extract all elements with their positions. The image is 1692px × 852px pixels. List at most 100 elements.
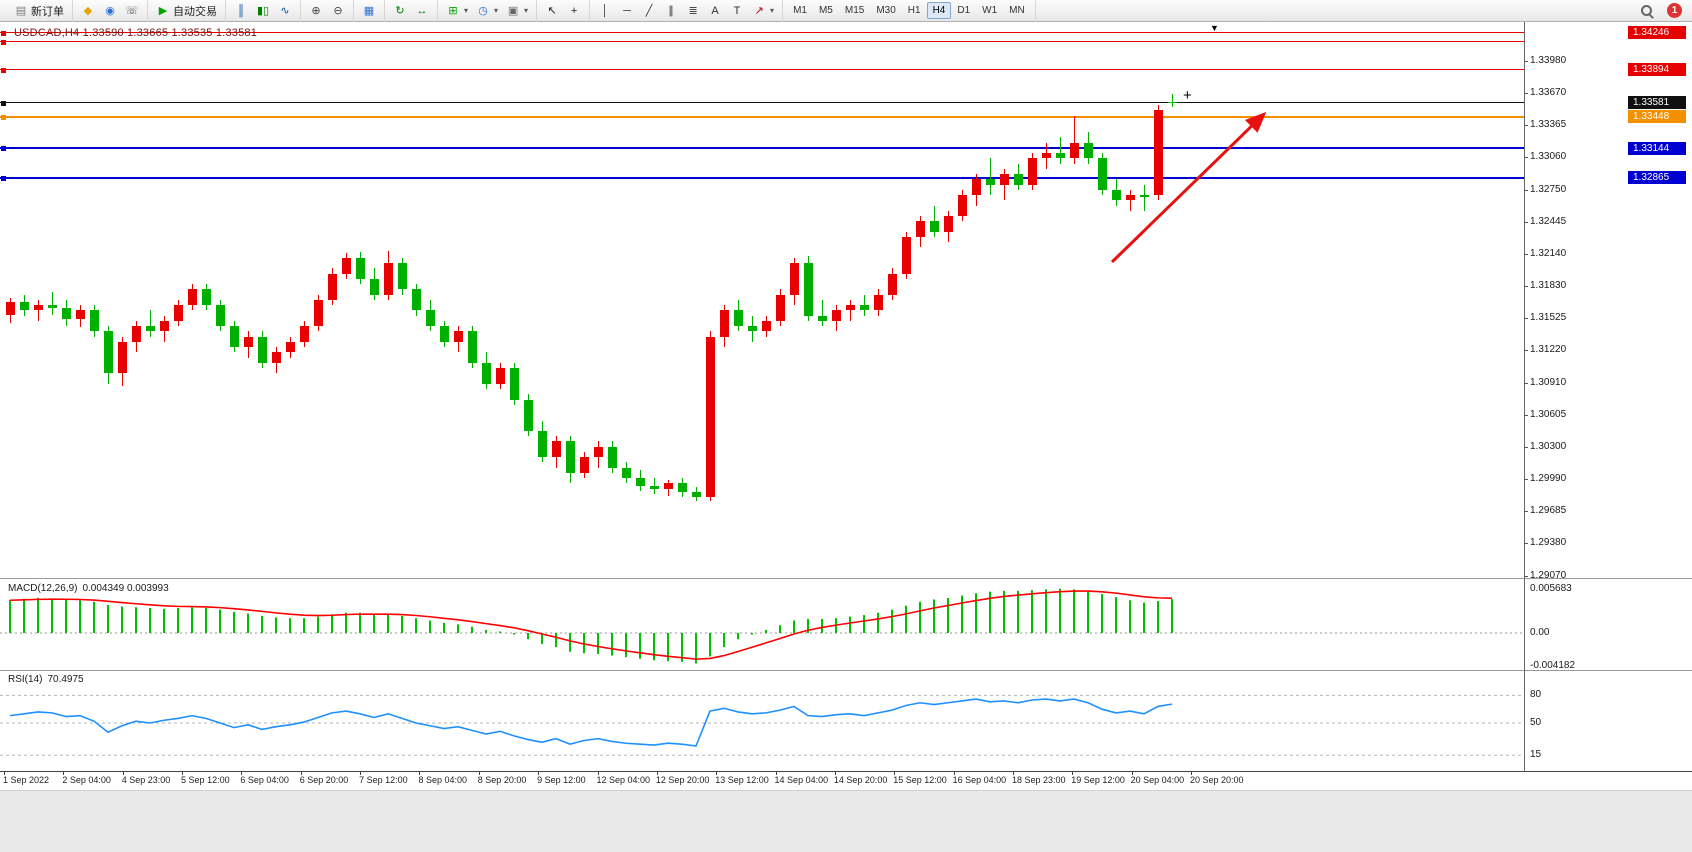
line-left-marker <box>1 100 6 106</box>
time-tick-mark <box>834 772 836 775</box>
templates-button[interactable]: ▣ ▾ <box>502 1 532 21</box>
horizontal-line[interactable] <box>0 102 1524 104</box>
timeframe-button-w1[interactable]: W1 <box>982 5 998 16</box>
new-order-button[interactable]: ▤ 新订单 <box>10 1 68 21</box>
timeframe-button-h1[interactable]: H1 <box>907 5 921 16</box>
bar-chart-button[interactable]: ║ <box>230 1 252 21</box>
price-tick-label: 1.32750 <box>1530 183 1567 195</box>
horizontal-line[interactable] <box>0 176 1524 179</box>
time-axis-label: 12 Sep 04:00 <box>596 775 651 785</box>
price-tick-mark <box>1524 382 1528 384</box>
candle-body <box>958 195 967 216</box>
candle-body <box>1126 195 1135 201</box>
candlestick-chart-button[interactable]: ▮▯ <box>252 1 274 21</box>
arrows-button[interactable]: ↗ ▾ <box>748 1 778 21</box>
timeframe-button-m1[interactable]: M1 <box>793 5 807 16</box>
candle-wick <box>1144 184 1145 211</box>
metaquotes-button[interactable]: ◆ <box>77 1 99 21</box>
candle-body <box>20 302 29 311</box>
time-tick-mark <box>241 772 243 775</box>
auto-scroll-button[interactable]: ↻ <box>389 1 411 21</box>
timeframe-button-m30[interactable]: M30 <box>876 5 896 16</box>
auto-trading-button[interactable]: ▶ 自动交易 <box>152 1 221 21</box>
candle-body <box>930 221 939 232</box>
trendline-button[interactable]: ╱ <box>638 1 660 21</box>
price-tick-mark <box>1524 157 1528 159</box>
price-tick-label: 1.31830 <box>1530 280 1567 292</box>
new-order-button-label: 新订单 <box>31 5 64 18</box>
macd-indicator-label: MACD(12,26,9) 0.004349 0.003993 <box>8 583 174 594</box>
candle-wick <box>822 299 823 327</box>
candle-body <box>48 305 57 309</box>
candle-wick <box>1004 168 1005 201</box>
candle-body <box>454 331 463 342</box>
mouse-crosshair-cursor: + <box>1183 87 1192 104</box>
panel-separator-macd-rsi[interactable] <box>0 670 1692 671</box>
line-left-marker <box>1 30 6 36</box>
clock-icon: ◷ <box>478 4 488 17</box>
horizontal-line[interactable] <box>0 115 1524 118</box>
price-tick-mark <box>1524 60 1528 62</box>
notification-badge[interactable]: 1 <box>1667 3 1682 18</box>
rsi-current-value: 70.4975 <box>47 674 84 685</box>
toolbar-group: ▦ <box>354 0 385 22</box>
candle-body <box>146 326 155 332</box>
time-axis-label: 15 Sep 12:00 <box>893 775 947 785</box>
horizontal-line-button[interactable]: ─ <box>616 1 638 21</box>
fibonacci-button[interactable]: ≣ <box>682 1 704 21</box>
line-left-marker <box>1 175 6 181</box>
price-line-badge: 1.34246 <box>1628 26 1686 40</box>
tile-windows-button[interactable]: ▦ <box>358 1 380 21</box>
rsi-indicator-label: RSI(14) 70.4975 <box>8 674 89 685</box>
time-tick-mark <box>656 772 658 775</box>
candle-body <box>76 310 85 319</box>
horizontal-line[interactable] <box>0 32 1524 34</box>
timeframe-button-mn[interactable]: MN <box>1009 5 1025 16</box>
panel-separator-main-macd[interactable] <box>0 578 1692 579</box>
text-a-icon: A <box>711 4 719 17</box>
chart-shift-marker-icon[interactable]: ▼ <box>1210 23 1219 33</box>
support-button[interactable]: ☏ <box>121 1 143 21</box>
zoom-out-button[interactable]: ⊖ <box>327 1 349 21</box>
vertical-line-button[interactable]: │ <box>594 1 616 21</box>
candle-body <box>734 310 743 327</box>
horizontal-line[interactable] <box>0 41 1524 43</box>
line-chart-button[interactable]: ∿ <box>274 1 296 21</box>
text-label-button[interactable]: T <box>726 1 748 21</box>
price-tick-mark <box>1524 414 1528 416</box>
timeframe-button-h4[interactable]: H4 <box>926 2 952 19</box>
horizontal-line[interactable] <box>0 147 1524 150</box>
zoom-in-button[interactable]: ⊕ <box>305 1 327 21</box>
timeframe-button-m15[interactable]: M15 <box>844 5 865 16</box>
candle-body <box>468 331 477 363</box>
search-button[interactable] <box>1635 1 1659 21</box>
cursor-button[interactable]: ↖ <box>541 1 563 21</box>
time-axis-label: 14 Sep 04:00 <box>774 775 829 785</box>
price-tick-label: 1.32140 <box>1530 247 1567 259</box>
candle-body <box>650 485 659 489</box>
price-tick-mark <box>1524 286 1528 288</box>
candle-wick <box>1172 93 1173 108</box>
line-icon: ∿ <box>280 4 290 17</box>
time-tick-mark <box>1131 772 1133 775</box>
community-button[interactable]: ◉ <box>99 1 121 21</box>
candle-body <box>706 336 715 498</box>
macd-plot <box>0 588 1524 664</box>
indicators-button[interactable]: ⊞ ▾ <box>442 1 472 21</box>
crosshair-button[interactable]: + <box>563 1 585 21</box>
chart-shift-button[interactable]: ↔ <box>411 1 433 21</box>
trend-arrow-annotation[interactable] <box>0 22 1524 578</box>
periods-button[interactable]: ◷ ▾ <box>472 1 502 21</box>
horizontal-line[interactable] <box>0 69 1524 71</box>
candle-wick <box>1060 137 1061 164</box>
candle-body <box>1084 142 1093 159</box>
time-tick-mark <box>63 772 65 775</box>
text-button[interactable]: A <box>704 1 726 21</box>
candle-body <box>524 399 533 431</box>
timeframe-button-d1[interactable]: D1 <box>957 5 971 16</box>
time-tick-mark <box>419 772 421 775</box>
timeframe-button-m5[interactable]: M5 <box>818 5 833 16</box>
price-tick-mark <box>1524 575 1528 577</box>
equidistant-channel-button[interactable]: ∥ <box>660 1 682 21</box>
candle-body <box>776 294 785 321</box>
